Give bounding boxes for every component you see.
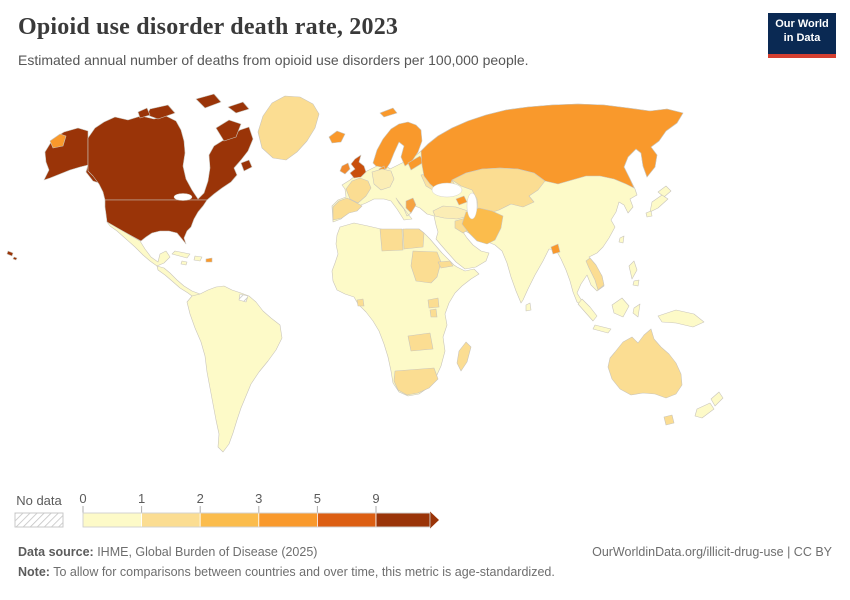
owid-logo-line2: in Data	[783, 31, 821, 44]
legend-bin-1-2[interactable]	[141, 512, 201, 528]
region-tasmania[interactable]	[663, 414, 675, 426]
region-french-guiana[interactable]	[238, 293, 249, 303]
legend-no-data-label: No data	[16, 493, 62, 508]
note-line: Note: To allow for comparisons between c…	[18, 565, 555, 579]
region-eritrea[interactable]	[437, 260, 454, 269]
region-united-states[interactable]	[104, 199, 208, 245]
region-caribbean[interactable]	[193, 255, 203, 262]
region-azerbaijan[interactable]	[455, 195, 468, 206]
region-sudan[interactable]	[410, 250, 442, 284]
region-south-africa[interactable]	[393, 367, 439, 396]
world-map	[0, 85, 850, 487]
region-indonesia[interactable]	[632, 303, 641, 318]
region-gabon[interactable]	[356, 298, 365, 307]
region-indonesia[interactable]	[577, 298, 598, 322]
legend-no-data-swatch[interactable]	[14, 512, 64, 528]
region-new-guinea[interactable]	[657, 309, 705, 328]
legend-tick-label: 9	[372, 491, 379, 506]
region-canadian-arctic[interactable]	[137, 107, 151, 119]
region-canadian-arctic[interactable]	[195, 93, 222, 109]
region-greece[interactable]	[405, 197, 417, 214]
region-vietnam[interactable]	[585, 257, 605, 291]
region-france[interactable]	[345, 177, 372, 204]
license-link[interactable]: OurWorldinData.org/illicit-drug-use | CC…	[592, 545, 832, 559]
legend-tick-label: 0	[79, 491, 86, 506]
legend-bin-0-1[interactable]	[82, 512, 142, 528]
region-egypt[interactable]	[402, 228, 425, 250]
region-sri-lanka[interactable]	[525, 302, 532, 312]
region-ireland[interactable]	[339, 162, 351, 175]
region-kazakhstan-central-asia[interactable]	[451, 167, 546, 215]
region-canada[interactable]	[87, 115, 254, 201]
note-text: To allow for comparisons between countri…	[49, 565, 555, 579]
region-canadian-arctic[interactable]	[146, 104, 176, 120]
map-legend: No data 0 1 2 3 5 9	[0, 488, 850, 534]
region-central-america[interactable]	[156, 265, 201, 300]
region-japan[interactable]	[649, 194, 669, 213]
legend-tick-label: 1	[138, 491, 145, 506]
region-caribbean[interactable]	[180, 260, 188, 266]
region-iberia[interactable]	[332, 197, 363, 221]
region-uganda[interactable]	[427, 297, 440, 309]
region-hawaii[interactable]	[12, 256, 18, 261]
legend-tick-label: 2	[197, 491, 204, 506]
region-united-kingdom[interactable]	[349, 154, 367, 179]
legend-arrow-cap	[430, 511, 439, 529]
region-japan[interactable]	[657, 185, 672, 198]
legend-bin-2-3[interactable]	[199, 512, 260, 528]
region-iceland[interactable]	[328, 130, 346, 144]
region-germany-central-europe[interactable]	[371, 168, 395, 191]
region-indonesia[interactable]	[611, 297, 630, 318]
chart-subtitle: Estimated annual number of deaths from o…	[18, 52, 529, 68]
region-japan[interactable]	[645, 210, 653, 218]
region-indonesia[interactable]	[592, 324, 612, 334]
region-south-america[interactable]	[186, 285, 283, 453]
region-caribbean[interactable]	[171, 250, 191, 259]
region-newfoundland[interactable]	[240, 159, 253, 172]
region-svalbard[interactable]	[379, 107, 398, 118]
region-libya[interactable]	[379, 228, 404, 252]
black-sea	[431, 182, 463, 198]
legend-tick-label: 3	[255, 491, 262, 506]
region-greenland[interactable]	[257, 95, 320, 161]
region-puerto-rico[interactable]	[205, 257, 213, 263]
region-rwanda-burundi[interactable]	[429, 308, 438, 318]
data-source-line: Data source: IHME, Global Burden of Dise…	[18, 545, 317, 559]
owid-logo-line1: Our World	[775, 18, 829, 30]
region-new-zealand[interactable]	[710, 391, 724, 407]
page-title: Opioid use disorder death rate, 2023	[18, 14, 399, 40]
legend-bin-5-9[interactable]	[317, 512, 377, 528]
owid-logo: Our World in Data	[768, 13, 836, 58]
data-source-label: Data source:	[18, 545, 94, 559]
data-source-text: IHME, Global Burden of Disease (2025)	[93, 545, 318, 559]
region-taiwan[interactable]	[618, 235, 625, 244]
region-zambia[interactable]	[407, 332, 434, 352]
region-bangladesh[interactable]	[550, 243, 561, 255]
footer: Data source: IHME, Global Burden of Dise…	[18, 545, 832, 579]
region-canadian-arctic[interactable]	[227, 101, 250, 114]
region-mexico[interactable]	[106, 221, 171, 267]
legend-tick-label: 5	[314, 491, 321, 506]
region-hawaii[interactable]	[6, 250, 14, 257]
region-new-zealand[interactable]	[694, 402, 715, 419]
legend-bin-3-5[interactable]	[258, 512, 318, 528]
region-philippines[interactable]	[628, 260, 638, 280]
region-chukotka[interactable]	[49, 133, 67, 149]
region-canadian-arctic[interactable]	[215, 119, 242, 142]
region-madagascar[interactable]	[456, 341, 472, 372]
great-lakes	[173, 193, 193, 201]
legend-bin-9plus[interactable]	[375, 512, 431, 528]
legend-bar-border	[82, 512, 431, 528]
note-label: Note:	[18, 565, 50, 579]
caspian-sea	[466, 192, 478, 220]
region-australia[interactable]	[607, 328, 683, 399]
region-philippines[interactable]	[632, 279, 640, 287]
